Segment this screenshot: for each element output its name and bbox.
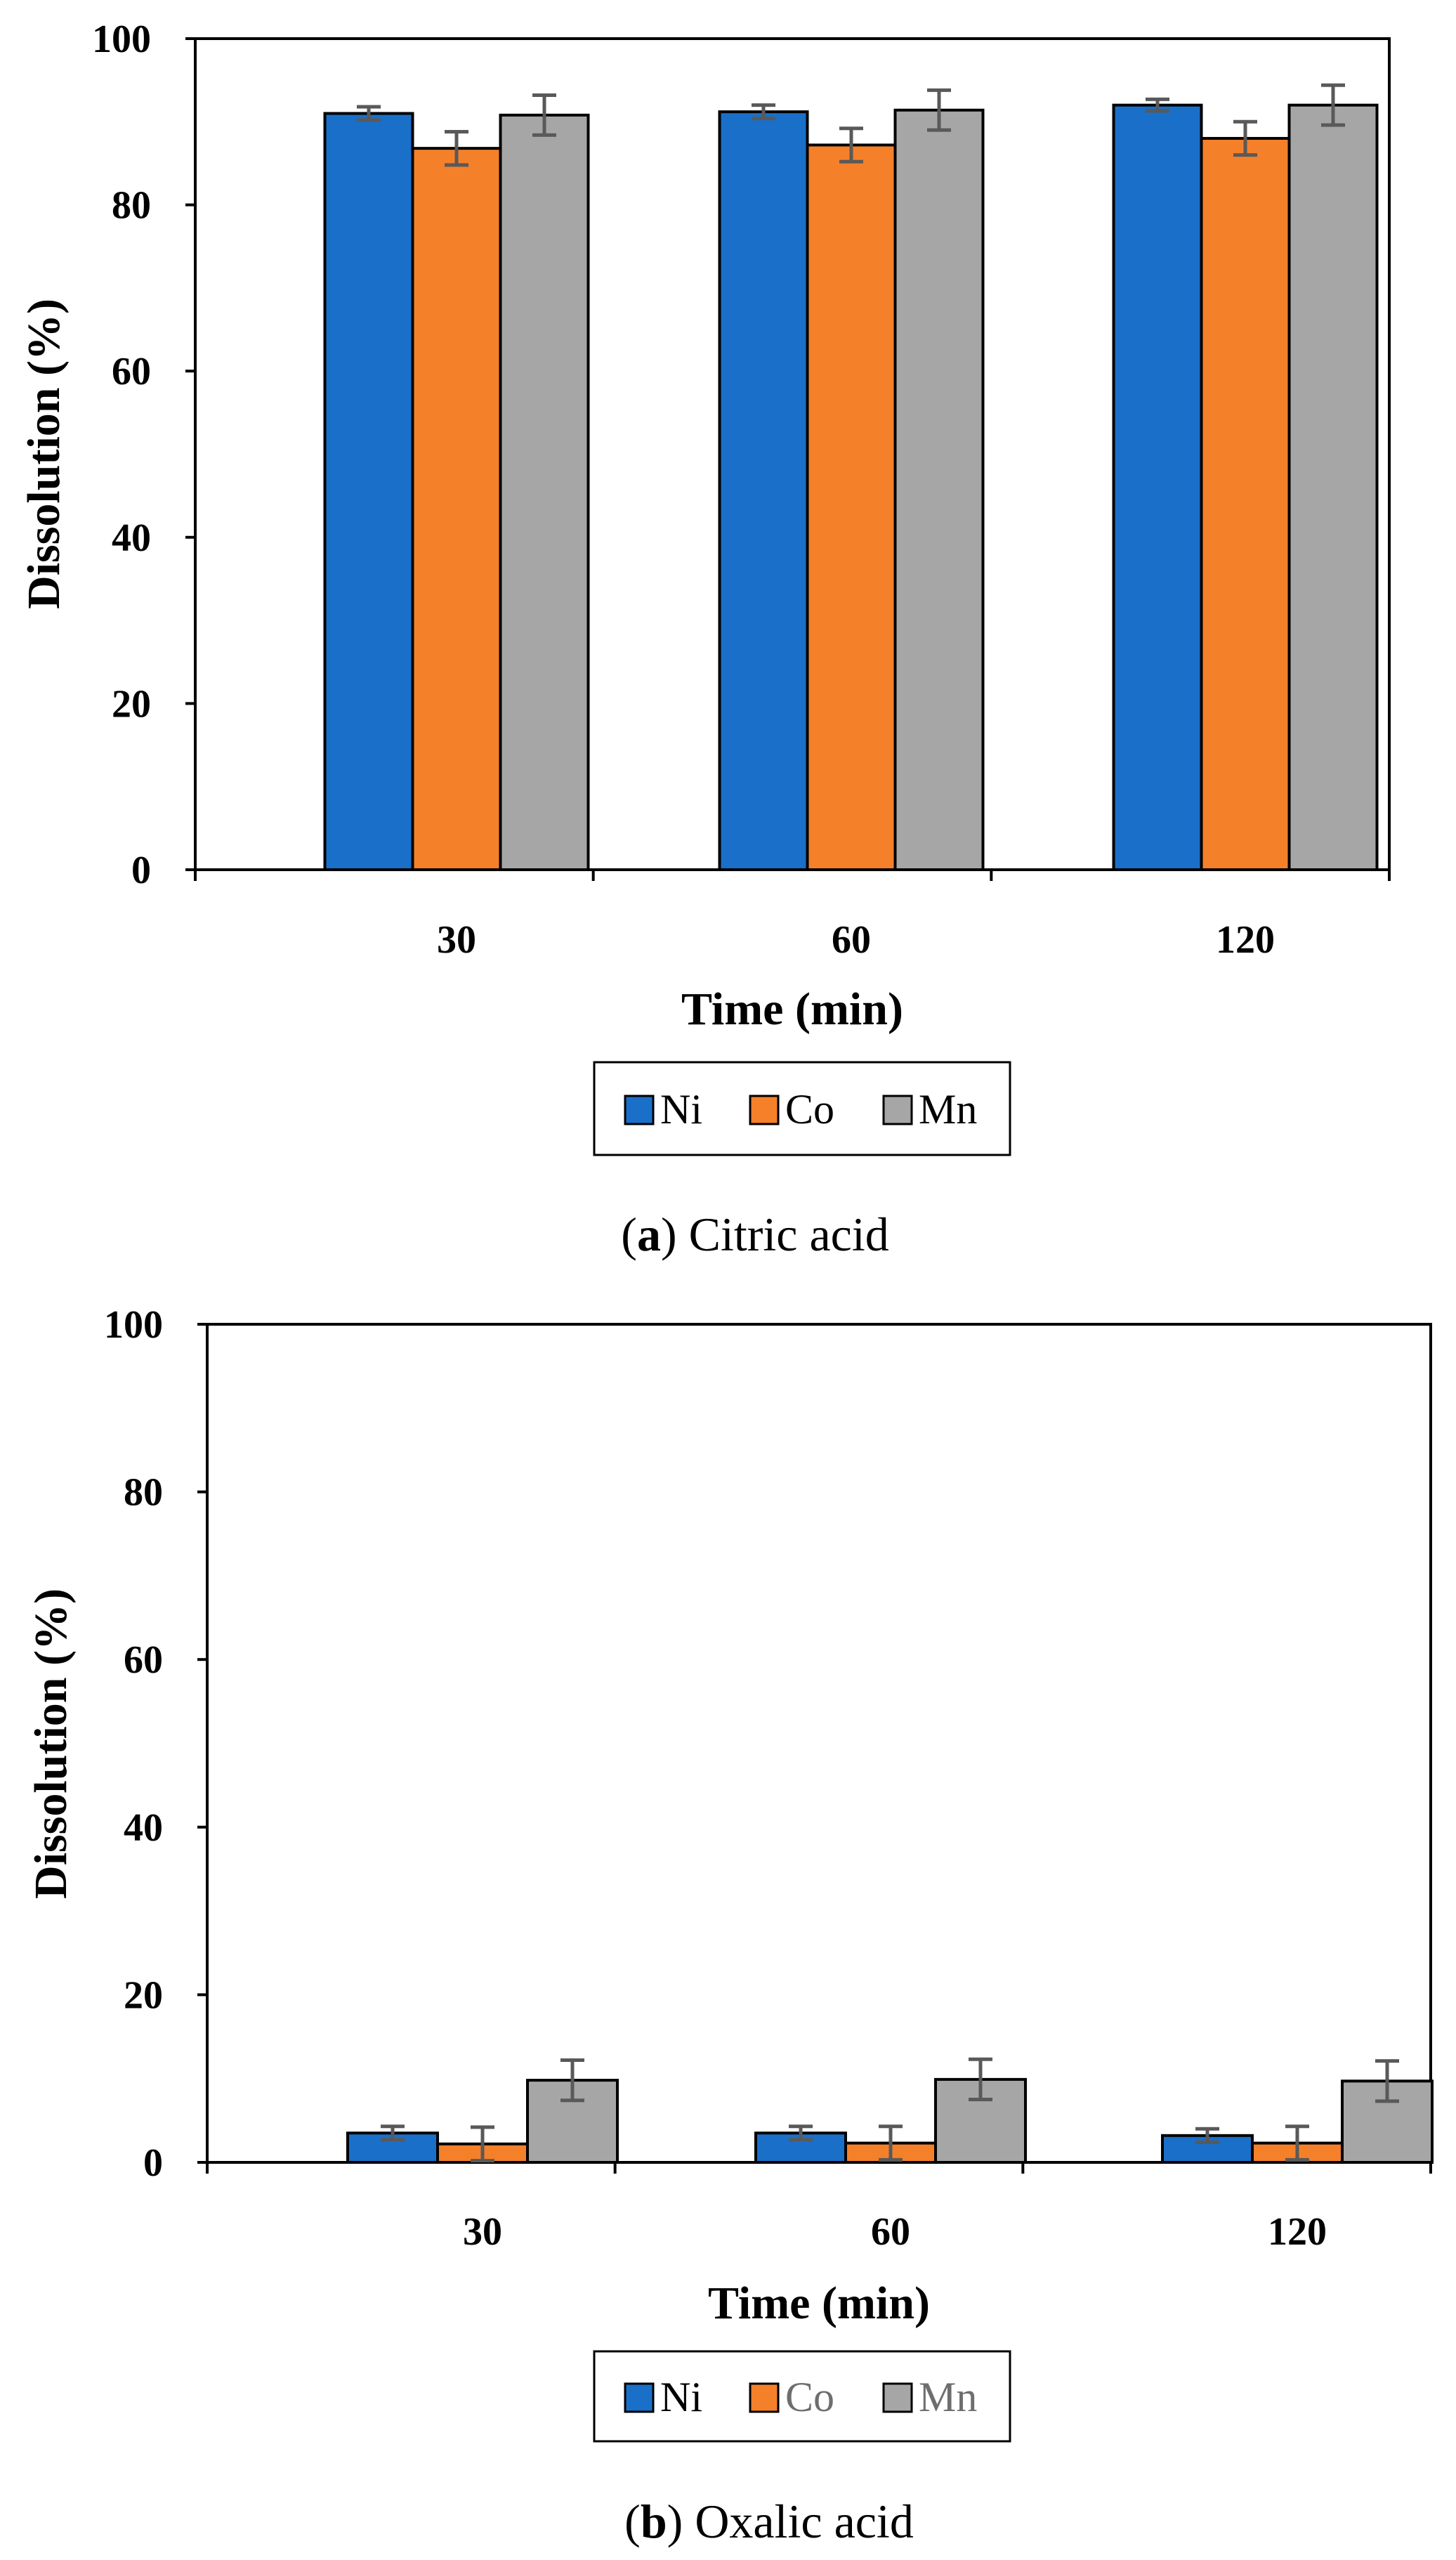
error-bar-mn-30 (532, 93, 556, 137)
panel-a-caption: (a) Citric acid (621, 1208, 888, 1261)
bar-ni-120 (1112, 103, 1203, 871)
panel-b-letter: b (641, 2495, 667, 2548)
y-axis-title: Dissolution (%) (18, 299, 70, 609)
bar-co-30 (411, 147, 502, 871)
panel-a-chart: 0 20 40 60 80 100 30 60 120 Dissolution (%) Tim… (18, 18, 1391, 1261)
x-tick-label: 60 (832, 918, 871, 962)
legend-label-mn: Mn (919, 1086, 977, 1132)
x-tick-label: 120 (1216, 918, 1275, 962)
x-axis: 30 60 120 (206, 2162, 1432, 2254)
legend-swatch-ni (624, 1095, 655, 1125)
error-bar-ni-60 (752, 103, 775, 121)
legend-label-ni: Ni (660, 2374, 702, 2420)
legend-swatch-co (749, 2382, 780, 2413)
error-bar-mn-60 (927, 88, 951, 132)
legend: Ni Co Mn (593, 1061, 1011, 1156)
bar-ni-30 (323, 112, 414, 872)
x-axis: 30 60 120 (194, 870, 1391, 962)
legend-label-ni: Ni (660, 1086, 702, 1132)
y-tick-label: 100 (104, 1303, 163, 1347)
legend-swatch-mn (882, 2382, 913, 2413)
y-tick-label: 0 (143, 2141, 163, 2185)
legend-swatch-co (749, 1095, 780, 1125)
error-bar-ni-60 (789, 2124, 813, 2142)
x-axis-title: Time (min) (708, 2278, 930, 2329)
error-bar-ni-120 (1146, 97, 1169, 113)
error-bar-mn-120 (1375, 2059, 1399, 2103)
x-tick-label: 30 (437, 918, 476, 962)
legend-swatch-ni (624, 2382, 655, 2413)
y-tick-label: 60 (112, 350, 151, 393)
bar-co-120 (1200, 136, 1291, 872)
bars (346, 2057, 1434, 2164)
legend-box (593, 1061, 1011, 1156)
error-bar-mn-60 (969, 2057, 992, 2102)
legend-box (593, 2350, 1011, 2443)
error-bar-mn-30 (560, 2058, 584, 2103)
panel-a-letter: a (637, 1208, 661, 1261)
error-bar-co-30 (445, 129, 468, 167)
panel-a-title: Citric acid (689, 1208, 889, 1261)
y-tick-label: 80 (112, 184, 151, 228)
legend-label-mn: Mn (919, 2374, 977, 2420)
x-tick-label: 30 (463, 2210, 502, 2254)
error-bar-co-120 (1233, 119, 1257, 157)
y-tick-label: 40 (112, 516, 151, 560)
error-bar-co-30 (471, 2125, 494, 2163)
error-bar-co-60 (879, 2124, 903, 2162)
y-tick-label: 60 (124, 1638, 163, 1682)
x-axis-title: Time (min) (681, 984, 903, 1035)
panel-b-chart: 0 20 40 60 80 100 30 60 120 Dissolution (%) Tim… (25, 1303, 1434, 2548)
x-tick-label: 60 (871, 2210, 910, 2254)
error-bar-co-60 (839, 126, 863, 164)
error-bar-ni-30 (381, 2124, 405, 2142)
y-axis: 0 20 40 60 80 100 (104, 1303, 207, 2185)
y-tick-label: 40 (124, 1806, 163, 1850)
y-axis: 0 20 40 60 80 100 (92, 18, 195, 892)
bar-mn-30 (499, 113, 590, 871)
bar-mn-120 (1287, 103, 1379, 871)
y-axis-title: Dissolution (%) (25, 1588, 77, 1899)
error-bar-ni-120 (1195, 2127, 1219, 2144)
bars (323, 83, 1379, 872)
panel-b-title: Oxalic acid (695, 2495, 914, 2548)
legend-swatch-mn (882, 1095, 913, 1125)
error-bar-mn-120 (1321, 83, 1345, 127)
legend-label-co: Co (785, 1086, 834, 1132)
x-tick-label: 120 (1268, 2210, 1327, 2254)
y-tick-label: 20 (112, 682, 151, 726)
plot-frame (206, 1323, 1432, 2164)
error-bar-co-120 (1285, 2124, 1309, 2162)
legend-label-co: Co (785, 2374, 834, 2420)
panel-b-caption: (b) Oxalic acid (624, 2495, 914, 2548)
error-bar-ni-30 (357, 105, 381, 122)
bar-mn-60 (893, 108, 985, 871)
y-tick-label: 20 (124, 1973, 163, 2017)
y-tick-label: 80 (124, 1471, 163, 1515)
bar-ni-60 (718, 110, 809, 871)
legend: Ni Co Mn (593, 2350, 1011, 2443)
bar-co-60 (806, 143, 897, 872)
y-tick-label: 100 (92, 18, 151, 61)
y-tick-label: 0 (131, 849, 151, 892)
